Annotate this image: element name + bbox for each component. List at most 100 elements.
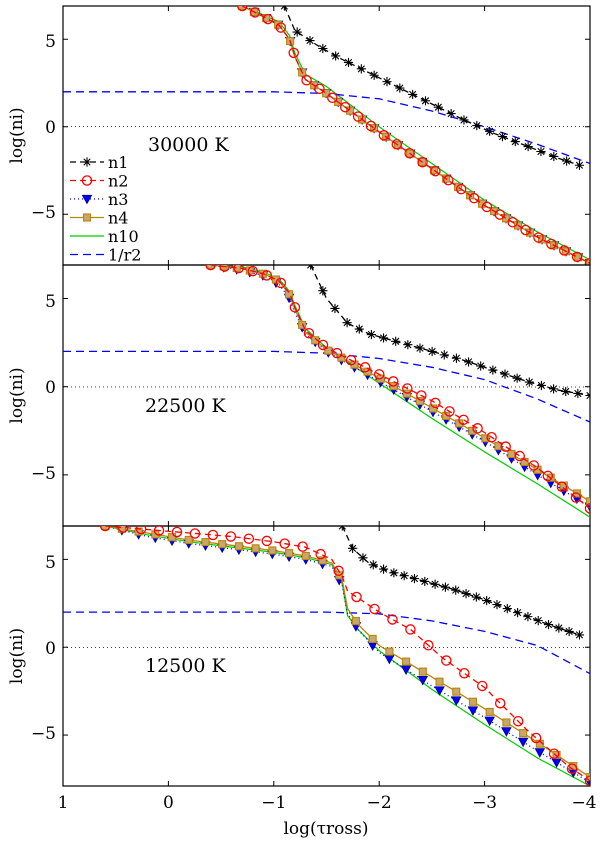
- data-point-n2: [416, 390, 427, 401]
- data-point-n4: [285, 549, 294, 558]
- data-point-n1: [318, 286, 328, 296]
- data-point-n1: [548, 384, 559, 394]
- data-point-n2: [301, 75, 312, 86]
- data-point-n2: [99, 526, 111, 532]
- plot-area: [63, 6, 590, 265]
- data-point-n2: [373, 369, 385, 380]
- data-point-n4: [301, 551, 310, 561]
- data-point-n2: [135, 526, 147, 535]
- data-point-n2: [520, 224, 531, 236]
- data-point-n2: [533, 232, 544, 243]
- data-point-n1: [485, 126, 495, 136]
- data-point-n2: [171, 526, 183, 538]
- series-n4: [101, 526, 590, 782]
- data-point-n2: [275, 277, 287, 289]
- data-point-n2: [528, 460, 540, 471]
- data-point-n4: [151, 530, 160, 539]
- data-point-n2: [333, 565, 344, 577]
- data-point-n4: [585, 259, 590, 265]
- data-point-n2: [317, 339, 329, 351]
- data-point-n1: [561, 386, 571, 397]
- data-point-n4: [184, 535, 193, 544]
- data-point-n1: [305, 35, 315, 46]
- legend-label: 1/r2: [108, 246, 141, 265]
- data-point-n2: [444, 406, 455, 417]
- data-point-n2: [500, 441, 511, 452]
- y-tick-label: 5: [45, 553, 56, 573]
- data-point-n1: [512, 608, 523, 618]
- series-n1: [306, 265, 590, 401]
- axis-ticks: [62, 526, 591, 786]
- series-line-n10: [210, 265, 590, 518]
- data-point-n2: [207, 529, 219, 541]
- data-point-n1: [472, 121, 482, 131]
- data-point-n1: [573, 388, 583, 399]
- data-point-n4: [520, 457, 529, 466]
- data-point-n2: [405, 624, 416, 635]
- data-point-n2: [558, 245, 570, 256]
- data-point-n1: [366, 329, 377, 340]
- data-point-n1: [382, 77, 392, 87]
- data-point-n1: [512, 373, 522, 383]
- axis-ticks: [62, 6, 591, 265]
- panel-frame: [62, 525, 591, 787]
- data-point-n2: [455, 183, 467, 195]
- legend-item-n10: n10: [70, 227, 139, 246]
- data-point-n1: [358, 553, 368, 563]
- x-axis-label: log(τross): [283, 819, 368, 839]
- panel-title: 22500 K: [145, 395, 226, 417]
- data-point-n2: [514, 450, 525, 462]
- data-point-n4: [117, 526, 126, 533]
- legend-item-n4: n4: [70, 209, 128, 228]
- series-line-n3: [210, 265, 590, 508]
- data-point-n2: [352, 111, 364, 122]
- data-point-n2: [468, 192, 480, 204]
- data-point-n2: [387, 614, 398, 625]
- y-axis-label: log(ni): [7, 107, 27, 163]
- data-point-n2: [417, 156, 428, 168]
- data-point-n1: [331, 51, 341, 61]
- data-point-n2: [117, 526, 129, 533]
- data-point-n1: [440, 582, 451, 592]
- legend-marker: [82, 213, 92, 222]
- data-point-n1: [337, 526, 347, 531]
- data-point-n1: [461, 588, 471, 599]
- data-point-n2: [275, 22, 287, 33]
- data-point-n2: [359, 362, 371, 373]
- data-point-n1: [482, 595, 492, 606]
- legend-item-n1: n1: [70, 153, 128, 172]
- legend-marker: [81, 194, 93, 205]
- data-point-n4: [428, 404, 438, 413]
- data-point-n1: [463, 357, 474, 367]
- data-point-n1: [492, 599, 502, 610]
- data-point-n1: [389, 568, 399, 578]
- data-point-n3: [417, 676, 429, 686]
- data-point-n4: [552, 750, 561, 759]
- data-point-n1: [471, 592, 481, 602]
- data-point-n1: [399, 571, 409, 581]
- data-point-n2: [584, 775, 590, 786]
- data-point-n4: [298, 320, 307, 329]
- data-point-n2: [303, 327, 315, 339]
- data-point-n3: [400, 665, 412, 675]
- y-tick-label: 0: [45, 118, 56, 138]
- data-point-n2: [315, 548, 326, 560]
- series-line-1-r2: [63, 350, 590, 423]
- data-point-n2: [189, 528, 201, 539]
- panel-30000k: 30000 K log(ni): [7, 5, 591, 266]
- data-point-n1: [523, 612, 533, 622]
- data-point-n2: [512, 715, 524, 727]
- data-point-n1: [354, 324, 364, 334]
- legend-item-1-r2: 1/r2: [70, 246, 141, 265]
- series-1-r2: [63, 350, 590, 423]
- data-point-n4: [238, 6, 247, 11]
- data-point-n1: [439, 350, 449, 360]
- series-n4: [238, 6, 590, 265]
- data-point-n2: [153, 526, 165, 536]
- data-point-n2: [423, 640, 434, 651]
- series-line-1-r2: [63, 91, 590, 165]
- axis-ticks: [62, 265, 591, 526]
- data-point-n1: [574, 630, 585, 640]
- data-point-n3: [517, 737, 529, 748]
